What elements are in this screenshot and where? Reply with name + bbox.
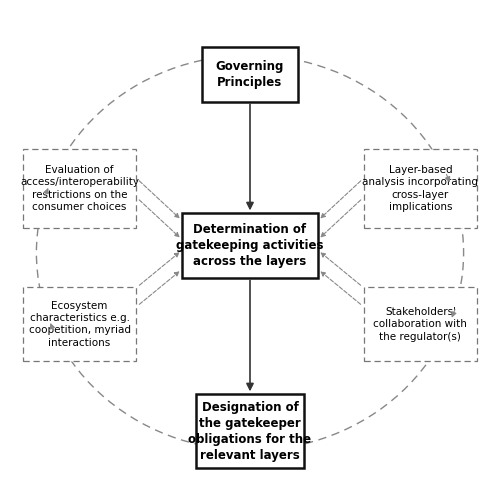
FancyBboxPatch shape: [182, 213, 318, 278]
FancyBboxPatch shape: [196, 394, 304, 468]
FancyBboxPatch shape: [23, 287, 136, 361]
Text: Ecosystem
characteristics e.g.
coopetition, myriad
interactions: Ecosystem characteristics e.g. coopetiti…: [28, 301, 130, 348]
FancyBboxPatch shape: [364, 149, 477, 228]
Text: Governing
Principles: Governing Principles: [216, 60, 284, 89]
FancyBboxPatch shape: [364, 287, 477, 361]
Text: Layer-based
analysis incorporating
cross-layer
implications: Layer-based analysis incorporating cross…: [362, 165, 478, 212]
FancyBboxPatch shape: [23, 149, 136, 228]
FancyBboxPatch shape: [202, 47, 298, 102]
Text: Designation of
the gatekeeper
obligations for the
relevant layers: Designation of the gatekeeper obligation…: [188, 401, 312, 462]
Text: Determination of
gatekeeping activities
across the layers: Determination of gatekeeping activities …: [176, 223, 324, 268]
Text: Stakeholders'
collaboration with
the regulator(s): Stakeholders' collaboration with the reg…: [374, 307, 468, 342]
Text: Evaluation of
access/interoperability
restrictions on the
consumer choices: Evaluation of access/interoperability re…: [20, 165, 139, 212]
